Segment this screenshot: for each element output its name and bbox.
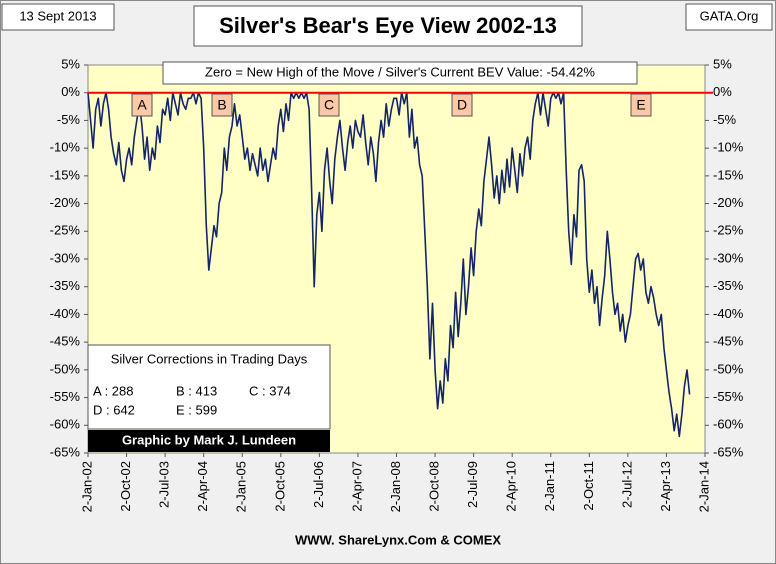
date-label: 13 Sept 2013 — [19, 8, 96, 23]
date-box — [1, 3, 115, 31]
marker-label: C — [324, 97, 334, 113]
x-tick-label: 2-Apr-04 — [195, 461, 210, 512]
y2-tick-label: -55% — [713, 389, 744, 404]
x-tick-label: 2-Apr-10 — [504, 461, 519, 512]
y2-tick-label: -5% — [713, 112, 737, 127]
x-tick-label: 2-Oct-11 — [581, 461, 596, 511]
credit: Graphic by Mark J. Lundeen — [122, 432, 296, 447]
y2-tick-label: -35% — [713, 278, 744, 293]
y2-tick-label: -65% — [713, 444, 744, 459]
y2-tick-label: -10% — [713, 140, 744, 155]
y2-tick-label: 5% — [713, 56, 732, 71]
y2-tick-label: -30% — [713, 250, 744, 265]
y2-tick-label: -15% — [713, 167, 744, 182]
x-tick-label: 2-Jan-11 — [542, 461, 557, 511]
x-tick-label: 2-Jul-12 — [619, 461, 634, 508]
source-label: GATA.Org — [700, 8, 759, 23]
source-box — [685, 3, 773, 31]
y-tick-label: -30% — [50, 250, 81, 265]
x-tick-label: 2-Oct-08 — [427, 461, 442, 512]
y-tick-label: -50% — [50, 361, 81, 376]
marks: 5% 0% -5% -10% -15% -20% -25% -30% -35% -40% -45% -… — [50, 56, 744, 512]
corrections-box — [87, 344, 331, 430]
y-tick-label: -40% — [50, 306, 81, 321]
x-tick-label: 2-Jul-03 — [157, 461, 172, 508]
data-line — [87, 91, 691, 438]
footer: WWW. ShareLynx.Com & COMEX — [295, 532, 501, 547]
x-tick-label: 2-Oct-05 — [272, 461, 287, 512]
y2-tick-label: -25% — [713, 223, 744, 238]
y-tick-label: -65% — [50, 444, 81, 459]
y2-tick-label: 0% — [713, 84, 732, 99]
marker-label: D — [457, 97, 467, 113]
annotation-box — [162, 61, 638, 85]
marker-box — [318, 93, 340, 117]
marker-label: A — [137, 97, 147, 113]
x-tick-label: 2-Jan-02 — [79, 461, 94, 512]
marker-box — [131, 93, 153, 117]
chart-title: Silver's Bear's Eye View 2002-13 — [219, 13, 557, 38]
corrections-title: Silver Corrections in Trading Days — [111, 351, 308, 366]
x-tick-label: 2-Jul-09 — [465, 461, 480, 508]
x-tick-label: 2-Apr-13 — [658, 461, 673, 512]
y-tick-label: -25% — [50, 223, 81, 238]
credit-bar — [88, 430, 330, 452]
annotation: Zero = New High of the Move / Silver's C… — [205, 64, 595, 79]
y-tick-label: -55% — [50, 389, 81, 404]
marker-box — [630, 93, 652, 117]
y-tick-label: -20% — [50, 195, 81, 210]
x-tick-label: 2-Oct-02 — [118, 461, 133, 512]
y2-tick-label: -20% — [713, 195, 744, 210]
y2-tick-label: -60% — [713, 417, 744, 432]
y-tick-label: -5% — [57, 112, 81, 127]
y-tick-label: 0% — [61, 84, 80, 99]
marker-label: B — [217, 97, 226, 113]
marker-box — [451, 93, 473, 117]
correction-item: D : 642 — [93, 402, 135, 417]
x-tick-label: 2-Jan-08 — [388, 461, 403, 512]
x-tick-label: 2-Jan-14 — [696, 461, 711, 512]
y2-tick-label: -45% — [713, 334, 744, 349]
marker-box — [211, 93, 233, 117]
x-tick-label: 2-Apr-07 — [349, 461, 364, 512]
correction-item: C : 374 — [249, 383, 291, 398]
y-tick-label: -60% — [50, 417, 81, 432]
y-tick-label: -10% — [50, 140, 81, 155]
y2-tick-label: -50% — [713, 361, 744, 376]
marker-label: E — [636, 97, 645, 113]
y-tick-label: 5% — [61, 56, 80, 71]
x-tick-label: 2-Jul-06 — [311, 461, 326, 508]
title-box — [193, 5, 583, 47]
y2-tick-label: -40% — [713, 306, 744, 321]
y-tick-label: -35% — [50, 278, 81, 293]
y-tick-label: -15% — [50, 167, 81, 182]
correction-item: A : 288 — [93, 383, 133, 398]
correction-item: E : 599 — [176, 402, 217, 417]
y-tick-label: -45% — [50, 334, 81, 349]
x-tick-label: 2-Jan-05 — [234, 461, 249, 512]
correction-item: B : 413 — [176, 383, 217, 398]
